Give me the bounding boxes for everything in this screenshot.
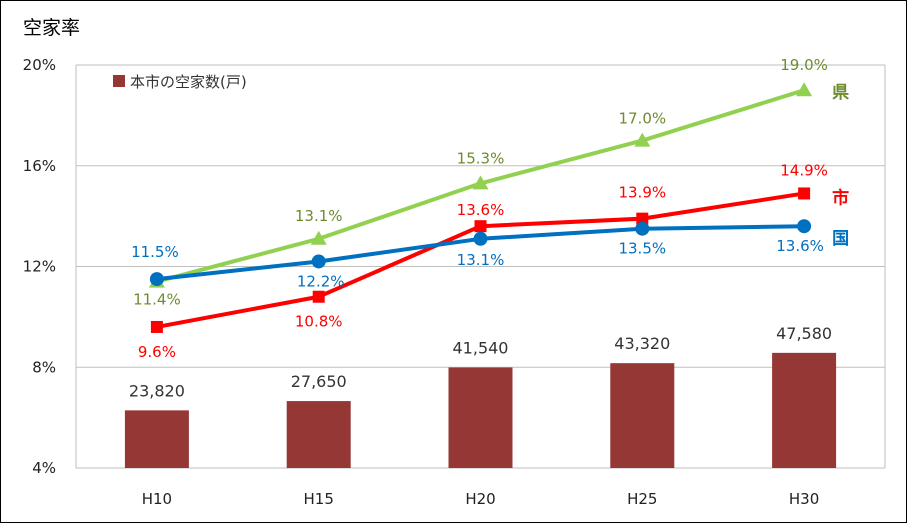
marker-市 — [312, 290, 325, 303]
data-label: 13.5% — [618, 240, 666, 258]
marker-県 — [310, 230, 327, 245]
data-label: 11.4% — [133, 291, 181, 309]
data-label: 19.0% — [780, 56, 828, 74]
line-series: 11.4% 13.1% 15.3% 17.0% 19.0%県 9.6% 10.8% 13.6%… — [131, 56, 849, 361]
marker-国 — [797, 219, 812, 234]
data-label: 10.8% — [295, 313, 343, 331]
legend: 本市の空家数(戸) — [113, 73, 247, 91]
series-name-label: 県 — [832, 83, 849, 103]
data-label: 13.6% — [457, 201, 505, 219]
marker-市 — [636, 212, 649, 225]
bar-value-label: 27,650 — [291, 372, 347, 391]
bar-H30 — [772, 352, 837, 468]
bar-value-label: 41,540 — [453, 338, 509, 357]
chart-title: 空家率 — [23, 17, 80, 39]
y-tick-label: 12% — [23, 258, 56, 276]
marker-国 — [311, 254, 326, 269]
y-tick-label: 4% — [32, 459, 56, 477]
series-name-label: 市 — [832, 187, 849, 208]
data-label: 13.9% — [618, 184, 666, 202]
data-label: 13.1% — [295, 207, 343, 225]
x-tick-label: H15 — [304, 490, 334, 508]
data-label: 13.6% — [776, 237, 824, 255]
legend-swatch — [113, 75, 125, 87]
x-tick-label: H10 — [142, 490, 172, 508]
data-label: 13.1% — [457, 251, 505, 269]
data-label: 11.5% — [131, 243, 179, 261]
data-label: 15.3% — [457, 149, 505, 167]
series-name-label: 国 — [832, 229, 849, 249]
marker-県 — [472, 175, 489, 190]
x-tick-label: H20 — [465, 490, 495, 508]
marker-市 — [798, 187, 811, 200]
data-label: 17.0% — [618, 110, 666, 128]
legend-label: 本市の空家数(戸) — [130, 73, 247, 91]
bar-series: 23,820 27,650 41,540 43,320 47,580 — [124, 324, 837, 468]
bar-value-label: 47,580 — [776, 324, 832, 343]
y-tick-label: 16% — [23, 157, 56, 175]
marker-県 — [796, 82, 813, 97]
bar-H10 — [124, 410, 189, 468]
x-tick-label: H25 — [627, 490, 657, 508]
x-tick-label: H30 — [789, 490, 819, 508]
bar-H25 — [610, 363, 675, 468]
bar-value-label: 43,320 — [614, 334, 670, 353]
marker-県 — [634, 132, 651, 147]
data-label: 9.6% — [138, 343, 176, 361]
x-axis: H10 H15 H20 H25 H30 — [142, 490, 820, 508]
data-label: 14.9% — [780, 161, 828, 179]
marker-市 — [474, 220, 487, 233]
bar-H20 — [448, 367, 513, 468]
bar-H15 — [286, 401, 351, 468]
y-tick-label: 20% — [23, 56, 56, 74]
marker-国 — [635, 221, 650, 236]
marker-国 — [473, 231, 488, 246]
marker-市 — [150, 320, 163, 333]
bar-value-label: 23,820 — [129, 381, 185, 400]
y-axis: 4% 8% 12% 16% 20% — [23, 56, 56, 477]
y-tick-label: 8% — [32, 358, 56, 376]
marker-国 — [149, 272, 164, 287]
data-label: 12.2% — [297, 272, 345, 290]
